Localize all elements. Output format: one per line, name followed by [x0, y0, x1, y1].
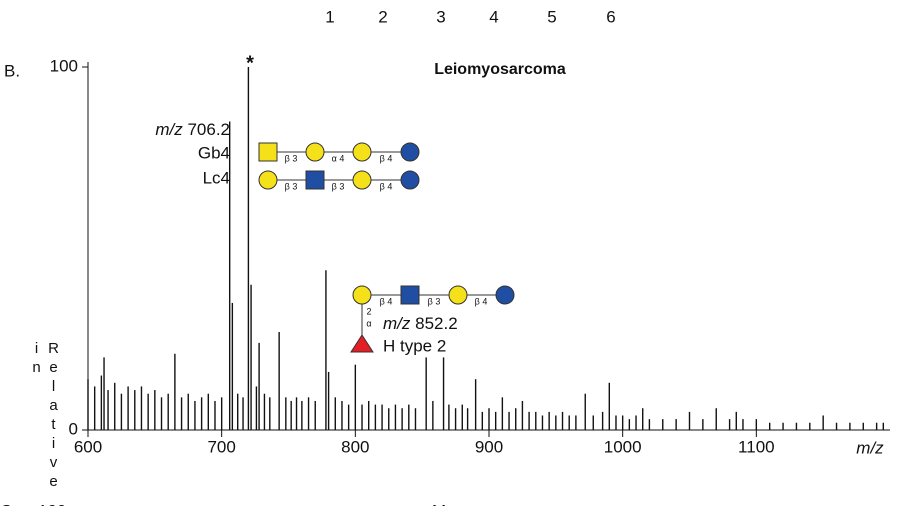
x-tick-label: 1000: [604, 437, 642, 456]
linkage-label: β 3: [285, 181, 298, 191]
linkage-label: α 4: [332, 153, 345, 163]
lane-label: 1: [325, 7, 334, 26]
linkage-label: α: [366, 318, 371, 328]
glycan-galnac: [258, 142, 278, 162]
glycan-gal: [448, 285, 468, 305]
linkage-label: β 3: [428, 296, 441, 306]
lane-label: 5: [547, 7, 556, 26]
glycan-gal: [352, 170, 372, 190]
y-tick-label: 0: [69, 419, 78, 438]
glycan-glc: [400, 170, 420, 190]
next-panel-title: M: [432, 501, 446, 506]
annotation: m/z 706.2: [155, 120, 230, 139]
lane-label: 2: [378, 7, 387, 26]
annotation-prefix: m/z: [383, 314, 411, 333]
x-axis-label: m/z: [856, 438, 884, 457]
glycan-htype2: [350, 285, 515, 353]
glycan-glc: [400, 142, 420, 162]
x-tick-label: 600: [74, 437, 102, 456]
linkage-label: β 4: [380, 296, 393, 306]
linkage-label: β 4: [380, 153, 393, 163]
y-axis-label: Relative in: [28, 340, 62, 492]
x-tick-label: 700: [207, 437, 235, 456]
annotation-mass: 706.2: [187, 120, 230, 139]
linkage-label: β 4: [380, 181, 393, 191]
y-tick-label: 100: [50, 56, 78, 75]
glycan-gal: [305, 142, 325, 162]
x-tick-label: 900: [475, 437, 503, 456]
lane-label: 4: [489, 7, 498, 26]
panel-label: B.: [4, 61, 20, 80]
annotation: H type 2: [383, 336, 446, 355]
glycan-gb4: [258, 142, 420, 162]
glycan-gal: [352, 142, 372, 162]
glycan-gal: [258, 170, 278, 190]
glycan-glcnac: [305, 170, 325, 190]
glycan-glcnac: [400, 285, 420, 305]
linkage-label: β 3: [332, 181, 345, 191]
glycan-glc: [495, 285, 515, 305]
lane-label: 6: [606, 7, 615, 26]
glycan-gal: [352, 285, 372, 305]
linkage-label: 2: [366, 306, 371, 316]
annotation-mass: 852.2: [415, 314, 458, 333]
linkage-label: β 4: [475, 296, 488, 306]
linkage-label: β 3: [285, 153, 298, 163]
annotation: m/z 852.2: [383, 314, 458, 333]
next-panel-tick: 100: [38, 501, 66, 506]
lane-labels: 1 2 3 4 5 6: [325, 7, 615, 26]
x-tick-label: 800: [341, 437, 369, 456]
x-tick-label: 1100: [738, 437, 775, 456]
annotation-prefix: m/z: [155, 120, 183, 139]
chart-title: Leiomyosarcoma: [434, 61, 566, 78]
peak-marker: *: [246, 52, 254, 74]
annotation: Lc4: [203, 168, 230, 187]
next-panel-label: C.: [0, 501, 17, 506]
annotation: Gb4: [198, 143, 230, 162]
glycan-lc4: [258, 170, 420, 190]
lane-label: 3: [436, 7, 445, 26]
glycan-fuc: [350, 334, 374, 353]
